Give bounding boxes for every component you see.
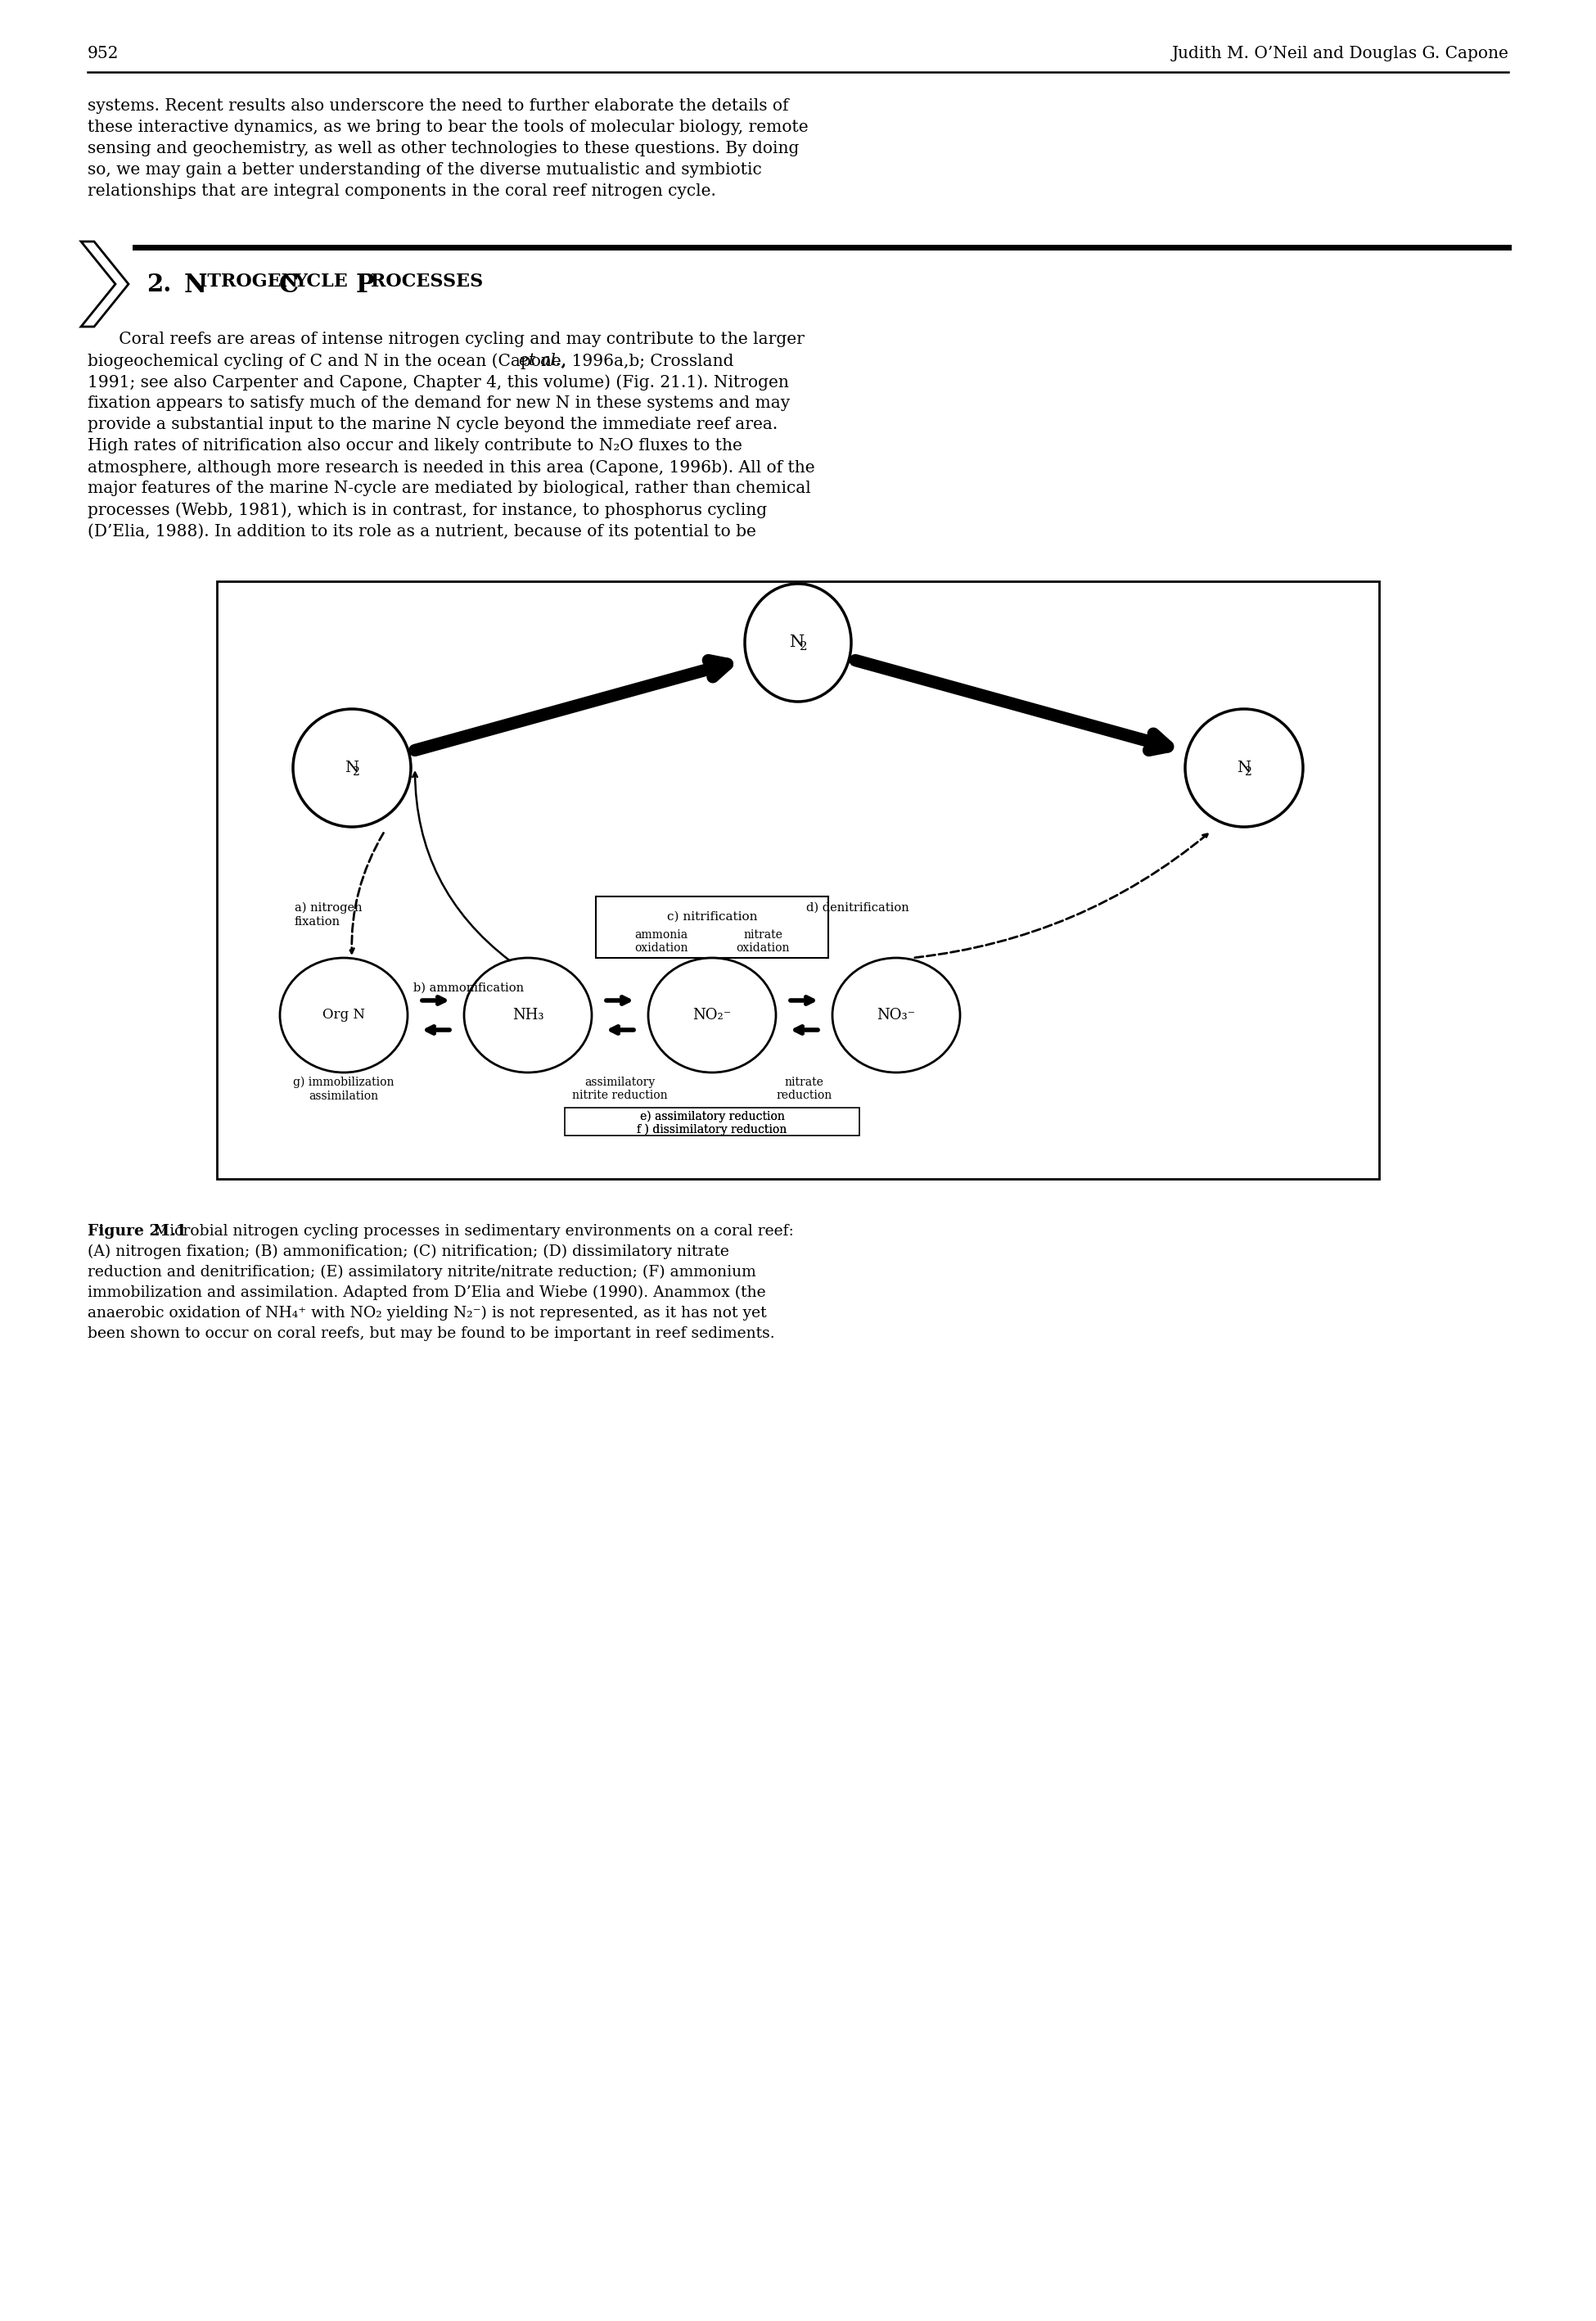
Text: 2: 2 xyxy=(800,641,808,652)
FancyArrowPatch shape xyxy=(415,659,728,750)
Polygon shape xyxy=(81,241,129,327)
Text: sensing and geochemistry, as well as other technologies to these questions. By d: sensing and geochemistry, as well as oth… xyxy=(88,142,800,156)
Text: Coral reefs are areas of intense nitrogen cycling and may contribute to the larg: Coral reefs are areas of intense nitroge… xyxy=(88,332,804,348)
Text: Figure 21.1: Figure 21.1 xyxy=(88,1223,187,1239)
Text: 2: 2 xyxy=(1245,766,1253,778)
Circle shape xyxy=(1186,708,1302,826)
Text: 952: 952 xyxy=(88,46,120,60)
Ellipse shape xyxy=(279,959,407,1072)
Text: immobilization and assimilation. Adapted from D’Elia and Wiebe (1990). Anammox (: immobilization and assimilation. Adapted… xyxy=(88,1286,766,1300)
Text: N: N xyxy=(790,636,804,650)
FancyArrowPatch shape xyxy=(795,1026,817,1033)
Text: relationships that are integral components in the coral reef nitrogen cycle.: relationships that are integral componen… xyxy=(88,183,717,200)
Text: NO₂⁻: NO₂⁻ xyxy=(693,1007,731,1024)
Text: processes (Webb, 1981), which is in contrast, for instance, to phosphorus cyclin: processes (Webb, 1981), which is in cont… xyxy=(88,501,768,518)
Text: P: P xyxy=(356,272,375,297)
Bar xyxy=(595,896,828,959)
Bar xyxy=(565,1107,859,1135)
Text: Org N: Org N xyxy=(322,1007,365,1021)
Text: f ) dissimilatory reduction: f ) dissimilatory reduction xyxy=(637,1123,787,1135)
Text: biogeochemical cycling of C and N in the ocean (Capone, 1996a,b; Crossland: biogeochemical cycling of C and N in the… xyxy=(88,353,739,369)
Text: nitrate
oxidation: nitrate oxidation xyxy=(736,928,790,954)
Text: anaerobic oxidation of NH₄⁺ with NO₂ yielding N₂⁻) is not represented, as it has: anaerobic oxidation of NH₄⁺ with NO₂ yie… xyxy=(88,1307,766,1321)
Text: ITROGEN: ITROGEN xyxy=(200,272,305,290)
Text: N: N xyxy=(184,272,207,297)
FancyArrowPatch shape xyxy=(855,659,1168,750)
Text: so, we may gain a better understanding of the diverse mutualistic and symbiotic: so, we may gain a better understanding o… xyxy=(88,162,761,179)
Text: systems. Recent results also underscore the need to further elaborate the detail: systems. Recent results also underscore … xyxy=(88,97,788,114)
Text: YCLE: YCLE xyxy=(294,272,354,290)
Circle shape xyxy=(294,708,410,826)
Text: fixation appears to satisfy much of the demand for new N in these systems and ma: fixation appears to satisfy much of the … xyxy=(88,395,790,411)
Ellipse shape xyxy=(745,583,851,701)
Text: NO₃⁻: NO₃⁻ xyxy=(876,1007,916,1024)
Bar xyxy=(217,580,1379,1179)
Text: been shown to occur on coral reefs, but may be found to be important in reef sed: been shown to occur on coral reefs, but … xyxy=(88,1325,774,1342)
Text: High rates of nitrification also occur and likely contribute to N₂O fluxes to th: High rates of nitrification also occur a… xyxy=(88,439,742,453)
Text: N: N xyxy=(345,761,358,775)
Text: c) nitrification: c) nitrification xyxy=(667,912,757,924)
FancyArrowPatch shape xyxy=(423,998,444,1005)
Text: nitrate
reduction: nitrate reduction xyxy=(776,1077,832,1100)
Text: major features of the marine N-cycle are mediated by biological, rather than che: major features of the marine N-cycle are… xyxy=(88,480,811,497)
Text: et al.,: et al., xyxy=(519,353,567,369)
Text: 1991; see also Carpenter and Capone, Chapter 4, this volume) (Fig. 21.1). Nitrog: 1991; see also Carpenter and Capone, Cha… xyxy=(88,374,788,390)
Text: 2: 2 xyxy=(353,766,361,778)
Text: ROCESSES: ROCESSES xyxy=(370,272,484,290)
Text: d) denitrification: d) denitrification xyxy=(806,903,910,914)
Text: ammonia
oxidation: ammonia oxidation xyxy=(634,928,688,954)
FancyArrowPatch shape xyxy=(428,1026,450,1033)
FancyArrowPatch shape xyxy=(611,1026,634,1033)
Ellipse shape xyxy=(464,959,592,1072)
FancyArrowPatch shape xyxy=(790,998,812,1005)
Ellipse shape xyxy=(833,959,961,1072)
Text: these interactive dynamics, as we bring to bear the tools of molecular biology, : these interactive dynamics, as we bring … xyxy=(88,118,808,135)
Text: e) assimilatory reduction: e) assimilatory reduction xyxy=(640,1112,785,1123)
Text: atmosphere, although more research is needed in this area (Capone, 1996b). All o: atmosphere, although more research is ne… xyxy=(88,460,816,476)
Text: g) immobilization
assimilation: g) immobilization assimilation xyxy=(294,1077,394,1102)
Text: (D’Elia, 1988). In addition to its role as a nutrient, because of its potential : (D’Elia, 1988). In addition to its role … xyxy=(88,522,757,538)
Ellipse shape xyxy=(648,959,776,1072)
Text: N: N xyxy=(1237,761,1250,775)
Text: Microbial nitrogen cycling processes in sedimentary environments on a coral reef: Microbial nitrogen cycling processes in … xyxy=(148,1223,793,1239)
Text: (A) nitrogen fixation; (B) ammonification; (C) nitrification; (D) dissimilatory : (A) nitrogen fixation; (B) ammonificatio… xyxy=(88,1244,729,1260)
Text: 2.: 2. xyxy=(147,272,171,297)
Text: b) ammonification: b) ammonification xyxy=(413,982,523,993)
Text: NH₃: NH₃ xyxy=(512,1007,544,1024)
Text: provide a substantial input to the marine N cycle beyond the immediate reef area: provide a substantial input to the marin… xyxy=(88,418,777,432)
Text: Judith M. O’Neil and Douglas G. Capone: Judith M. O’Neil and Douglas G. Capone xyxy=(1171,46,1508,60)
Text: C: C xyxy=(279,272,298,297)
Text: reduction and denitrification; (E) assimilatory nitrite/nitrate reduction; (F) a: reduction and denitrification; (E) assim… xyxy=(88,1265,757,1279)
Text: assimilatory
nitrite reduction: assimilatory nitrite reduction xyxy=(573,1077,667,1100)
FancyArrowPatch shape xyxy=(606,998,629,1005)
Text: a) nitrogen
fixation: a) nitrogen fixation xyxy=(295,903,362,928)
Text: e) assimilatory reduction: e) assimilatory reduction xyxy=(640,1112,785,1123)
Text: f ) dissimilatory reduction: f ) dissimilatory reduction xyxy=(637,1123,787,1135)
